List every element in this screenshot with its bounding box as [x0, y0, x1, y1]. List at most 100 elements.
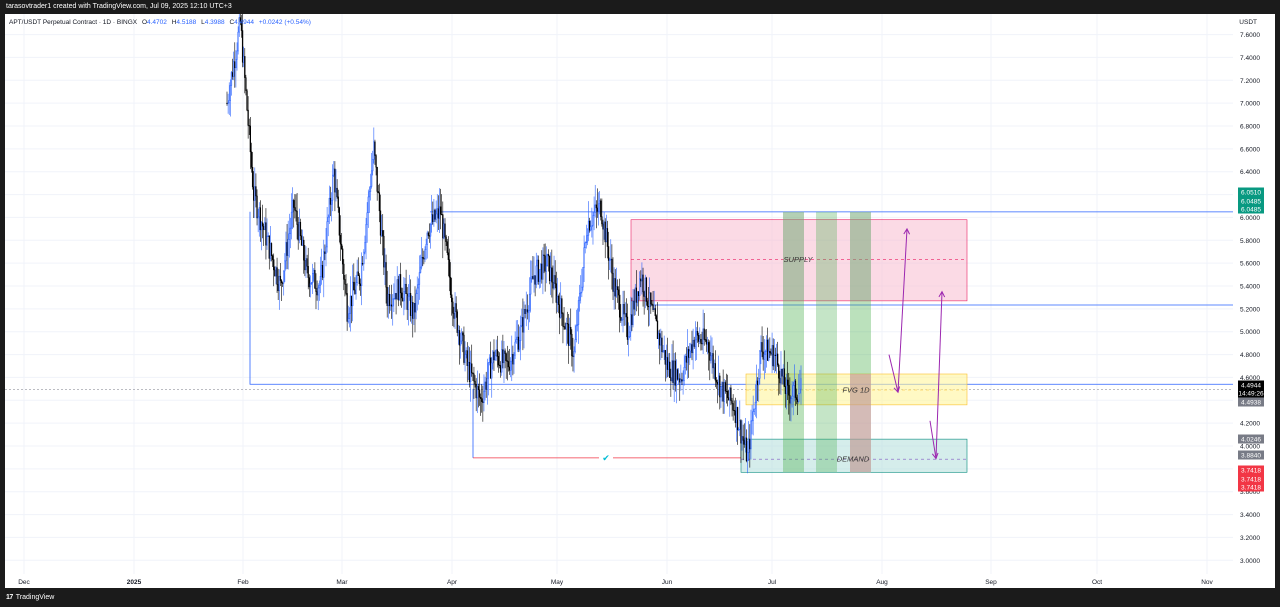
candle-body: [546, 254, 549, 267]
candle-body: [732, 403, 734, 411]
price-tag-green: [1238, 196, 1264, 206]
candle-body: [762, 351, 764, 360]
candle-body: [632, 300, 634, 325]
candle-body: [403, 291, 405, 302]
candle-body: [561, 298, 563, 314]
x-tick-label: Feb: [237, 579, 249, 586]
y-tick-label: 7.6000: [1240, 32, 1260, 39]
candle-body: [650, 292, 652, 305]
candle-body: [652, 304, 654, 310]
candle-body: [516, 336, 518, 340]
candle-body: [481, 398, 483, 402]
candle-body: [584, 242, 586, 248]
candle-body: [593, 212, 595, 216]
candle-body: [227, 102, 229, 104]
candle-body: [424, 249, 426, 260]
up-arrow-2[interactable]: [935, 291, 943, 459]
candle-body: [355, 282, 357, 294]
candle-body: [606, 228, 609, 247]
candle-body: [231, 72, 234, 77]
time-band[interactable]: [850, 211, 871, 473]
demand-zone[interactable]: [740, 438, 968, 473]
time-band[interactable]: [850, 211, 871, 301]
candle-body: [541, 263, 543, 280]
fvg-zone[interactable]: [745, 373, 968, 406]
candle-body: [418, 272, 421, 285]
candle-body: [297, 224, 299, 241]
candle-body: [746, 452, 749, 462]
candle-body: [736, 407, 739, 431]
candle-body: [642, 274, 644, 293]
candle-body: [525, 309, 527, 314]
candle-body: [289, 227, 292, 234]
candle-body: [330, 199, 333, 205]
time-band[interactable]: [783, 211, 804, 301]
candle-body: [322, 265, 324, 278]
candle-body: [510, 360, 512, 371]
candle-body: [674, 360, 676, 386]
y-tick-label: 6.0000: [1240, 215, 1260, 222]
candle-body: [316, 291, 318, 296]
candle-body: [334, 168, 336, 193]
candle-body: [735, 407, 738, 423]
candle-body: [494, 355, 496, 361]
candle-body: [771, 345, 773, 355]
candle-body: [615, 286, 617, 297]
candle-body: [310, 282, 313, 284]
candle-body: [619, 294, 621, 318]
candle-body: [326, 221, 328, 248]
candle-body: [553, 275, 555, 289]
candle-body: [318, 284, 320, 289]
candle-body: [768, 350, 770, 361]
candle-body: [585, 241, 587, 244]
currency-label[interactable]: USDT: [1239, 19, 1257, 26]
candle-body: [755, 380, 758, 403]
header-caption: tarasovtrader1 created with TradingView.…: [0, 0, 1280, 14]
down-arrow-1[interactable]: [888, 354, 899, 393]
candlestick-chart[interactable]: Dec 2025 Feb Mar Apr May Jun Jul Aug Sep Oct Nov 7.6…: [5, 14, 1275, 588]
candle-body: [236, 50, 238, 60]
candle-body: [346, 293, 348, 322]
candle-body: [396, 279, 398, 300]
price-tag-black: [1238, 388, 1264, 398]
x-tick-label: Dec: [18, 579, 30, 586]
candle-body: [408, 293, 411, 297]
candle-body: [709, 352, 711, 361]
candle-body: [728, 397, 730, 401]
candle-body: [407, 295, 409, 310]
candle-body: [413, 303, 415, 319]
down-arrow-2[interactable]: [929, 420, 937, 459]
candle-body: [427, 232, 429, 236]
candle-body: [360, 263, 363, 286]
candle-body: [419, 266, 422, 273]
candle-body: [622, 304, 624, 320]
candle-body: [488, 357, 491, 364]
candle-body: [226, 102, 228, 104]
candle-body: [340, 243, 343, 250]
candle-body: [750, 420, 752, 450]
up-arrow-1[interactable]: [897, 228, 908, 393]
time-band[interactable]: [816, 211, 837, 473]
candle-body: [284, 260, 286, 272]
tradingview-logo-icon[interactable]: 17: [6, 594, 13, 601]
brand-name[interactable]: TradingView: [15, 594, 55, 601]
candle-body: [626, 316, 629, 340]
candle-body: [230, 72, 233, 86]
price-tag-red: [1238, 482, 1264, 492]
candle-body: [798, 393, 800, 402]
candle-body: [267, 235, 269, 237]
candle-body: [239, 17, 241, 23]
chart-frame[interactable]: Dec 2025 Feb Mar Apr May Jun Jul Aug Sep Oct Nov 7.6…: [5, 14, 1275, 588]
price-tag-gray: [1238, 434, 1264, 444]
candle-body: [605, 228, 607, 243]
candle-body: [379, 210, 382, 236]
candle-body: [653, 308, 655, 310]
candle-body: [409, 293, 412, 316]
candle-body: [617, 289, 620, 296]
time-band[interactable]: [783, 211, 804, 473]
candle-body: [511, 353, 513, 362]
candle-body: [703, 328, 705, 340]
supply-zone[interactable]: [630, 219, 968, 302]
candle-body: [734, 410, 737, 423]
time-band[interactable]: [850, 374, 871, 473]
